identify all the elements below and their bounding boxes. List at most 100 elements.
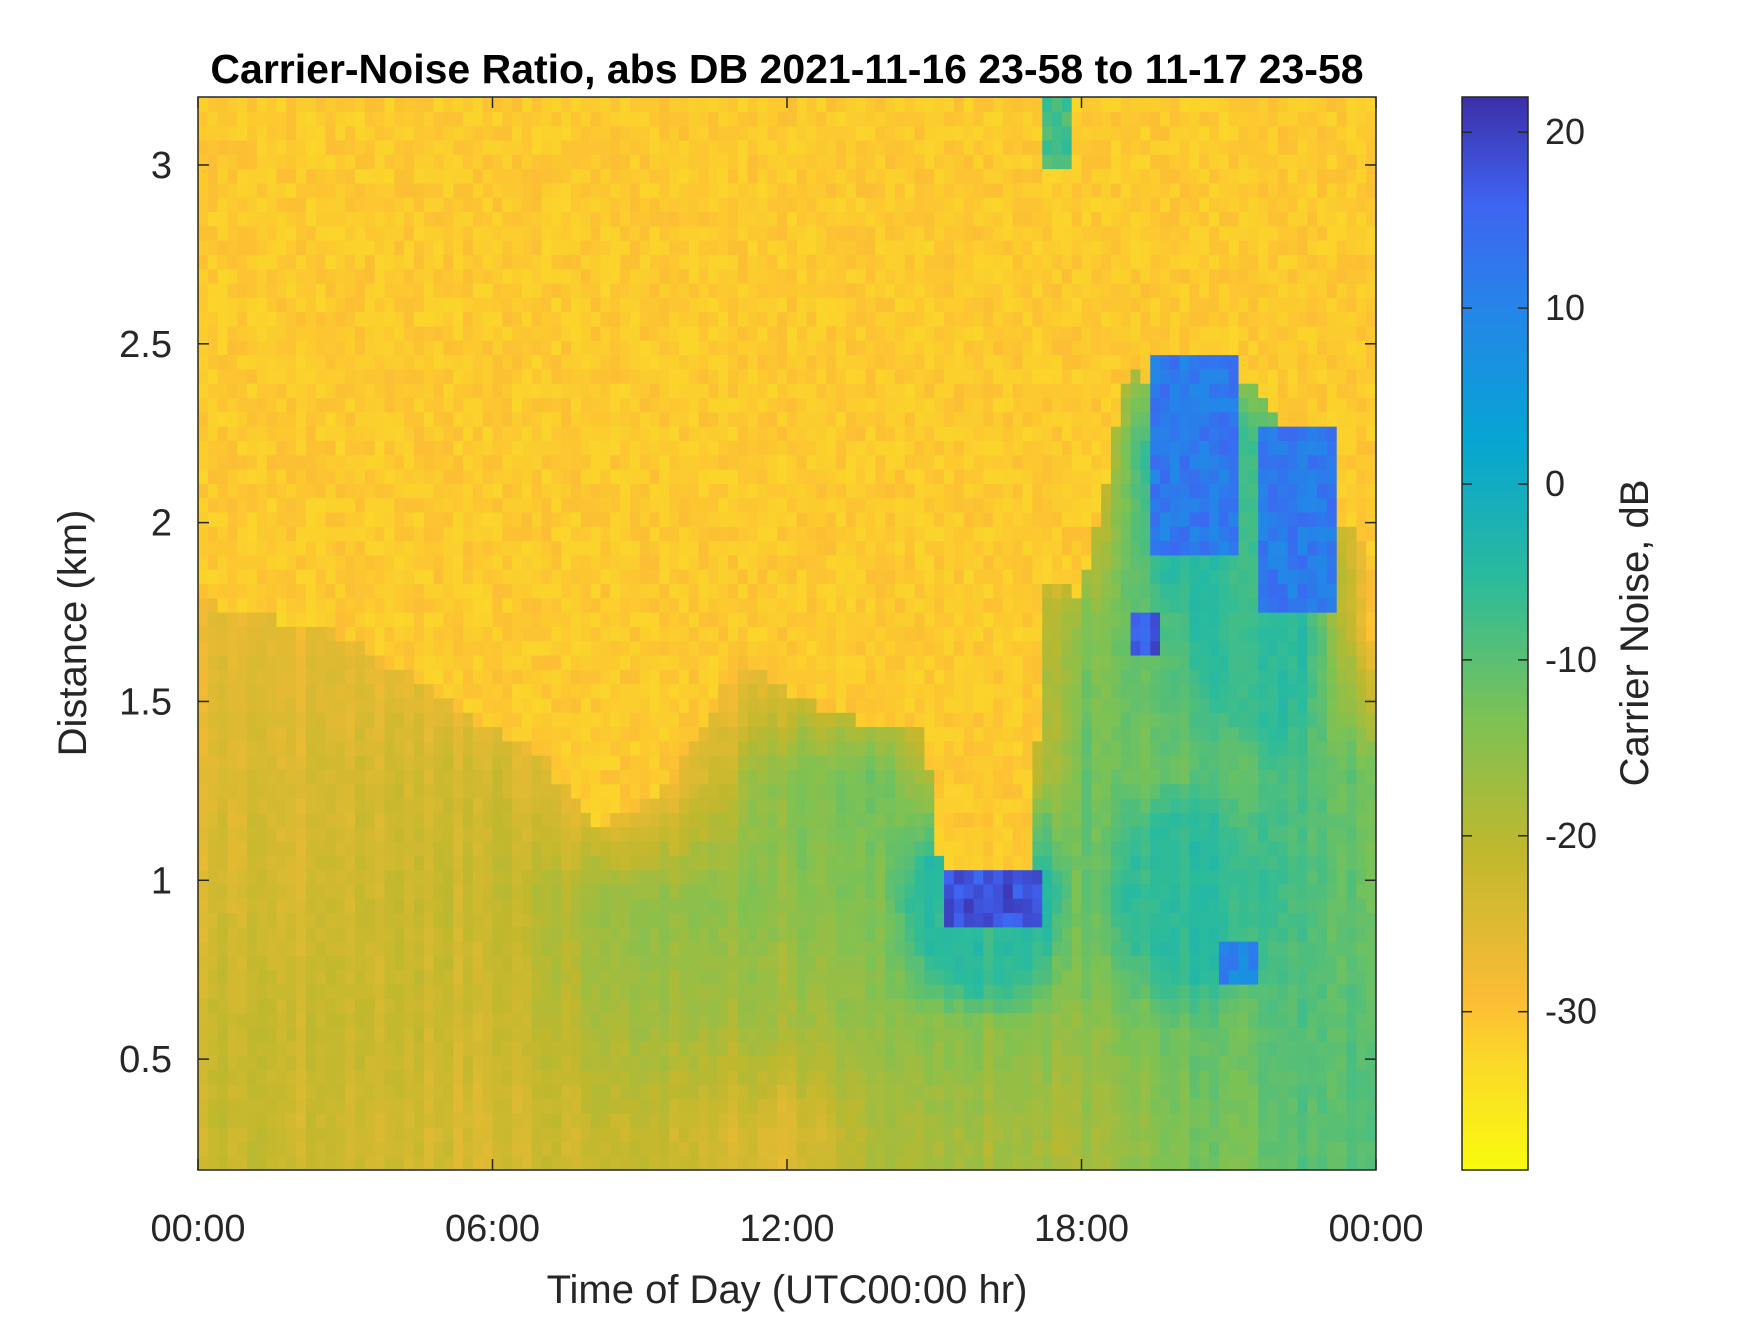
heatmap-cell: [836, 984, 847, 999]
heatmap-cell: [590, 397, 602, 413]
heatmap-cell: [463, 97, 474, 112]
heatmap-cell: [610, 354, 621, 370]
heatmap-cell: [413, 569, 425, 585]
heatmap-cell: [286, 826, 297, 842]
heatmap-cell: [688, 1098, 700, 1114]
heatmap-cell: [482, 1155, 494, 1170]
heatmap-cell: [315, 440, 327, 456]
heatmap-cell: [502, 926, 513, 942]
heatmap-cell: [335, 612, 346, 627]
heatmap-cell: [541, 984, 552, 999]
heatmap-cell: [708, 526, 719, 542]
heatmap-cell: [198, 1112, 209, 1128]
heatmap-cell: [217, 1127, 229, 1142]
heatmap-cell: [679, 354, 690, 370]
heatmap-cell: [315, 397, 327, 413]
heatmap-cell: [217, 197, 229, 213]
heatmap-cell: [679, 211, 690, 227]
heatmap-cell: [590, 225, 602, 241]
heatmap-cell: [551, 297, 562, 313]
heatmap-cell: [757, 225, 768, 241]
heatmap-cell: [315, 1041, 327, 1057]
heatmap-cell: [394, 297, 405, 313]
heatmap-cell: [345, 869, 356, 885]
heatmap-cell: [384, 282, 395, 298]
heatmap-cell: [472, 497, 484, 513]
heatmap-cell: [737, 755, 749, 771]
heatmap-cell: [443, 1127, 454, 1142]
heatmap-cell: [728, 755, 739, 771]
heatmap-cell: [551, 798, 562, 813]
heatmap-cell: [315, 669, 327, 685]
heatmap-cell: [659, 969, 670, 985]
heatmap-cell: [767, 340, 778, 356]
heatmap-cell: [512, 154, 523, 170]
heatmap-cell: [718, 311, 729, 327]
heatmap-cell: [767, 712, 778, 728]
heatmap-cell: [600, 1041, 611, 1057]
heatmap-cell: [355, 540, 366, 556]
heatmap-cell: [845, 783, 857, 799]
heatmap-cell: [237, 712, 248, 728]
heatmap-cell: [629, 969, 641, 985]
heatmap-cell: [443, 1112, 454, 1128]
heatmap-cell: [325, 97, 337, 112]
heatmap-cell: [355, 526, 366, 542]
heatmap-cell: [816, 883, 827, 899]
heatmap-cell: [561, 1098, 572, 1114]
heatmap-cell: [512, 1155, 523, 1170]
heatmap-cell: [413, 268, 425, 284]
heatmap-cell: [276, 912, 287, 928]
heatmap-cell: [492, 325, 503, 341]
heatmap-cell: [266, 154, 278, 170]
heatmap-cell: [551, 1112, 562, 1128]
heatmap-cell: [639, 626, 651, 642]
heatmap-cell: [580, 1084, 592, 1100]
heatmap-cell: [207, 840, 219, 856]
heatmap-cell: [629, 268, 641, 284]
heatmap-cell: [227, 740, 238, 756]
heatmap-cell: [521, 612, 533, 627]
heatmap-cell: [610, 154, 621, 170]
heatmap-cell: [355, 740, 366, 756]
heatmap-cell: [423, 454, 435, 470]
heatmap-cell: [227, 669, 238, 685]
heatmap-cell: [620, 1069, 631, 1085]
heatmap-cell: [453, 755, 464, 771]
heatmap-cell: [492, 383, 503, 399]
heatmap-cell: [237, 926, 248, 942]
heatmap-cell: [718, 740, 729, 756]
heatmap-cell: [541, 783, 552, 799]
heatmap-cell: [364, 254, 376, 270]
heatmap-cell: [207, 139, 219, 155]
heatmap-cell: [796, 640, 808, 656]
heatmap-cell: [374, 125, 386, 141]
heatmap-cell: [355, 812, 366, 828]
heatmap-cell: [472, 1112, 484, 1128]
heatmap-cell: [512, 883, 523, 899]
heatmap-cell: [345, 941, 356, 956]
heatmap-cell: [384, 1155, 395, 1170]
heatmap-cell: [551, 554, 562, 570]
heatmap-cell: [590, 1041, 602, 1057]
heatmap-cell: [816, 1084, 827, 1100]
heatmap-cell: [345, 440, 356, 456]
heatmap-cell: [276, 254, 287, 270]
heatmap-cell: [590, 640, 602, 656]
heatmap-cell: [325, 154, 337, 170]
heatmap-cell: [629, 712, 641, 728]
heatmap-cell: [747, 168, 759, 184]
heatmap-cell: [453, 168, 464, 184]
heatmap-cell: [679, 697, 690, 713]
heatmap-cell: [777, 783, 788, 799]
heatmap-cell: [207, 254, 219, 270]
heatmap-cell: [276, 998, 287, 1014]
heatmap-cell: [629, 697, 641, 713]
heatmap-cell: [698, 526, 710, 542]
heatmap-cell: [521, 211, 533, 227]
heatmap-cell: [266, 1084, 278, 1100]
heatmap-cell: [826, 468, 837, 484]
heatmap-cell: [355, 497, 366, 513]
heatmap-cell: [305, 1141, 317, 1157]
heatmap-cell: [217, 726, 229, 742]
